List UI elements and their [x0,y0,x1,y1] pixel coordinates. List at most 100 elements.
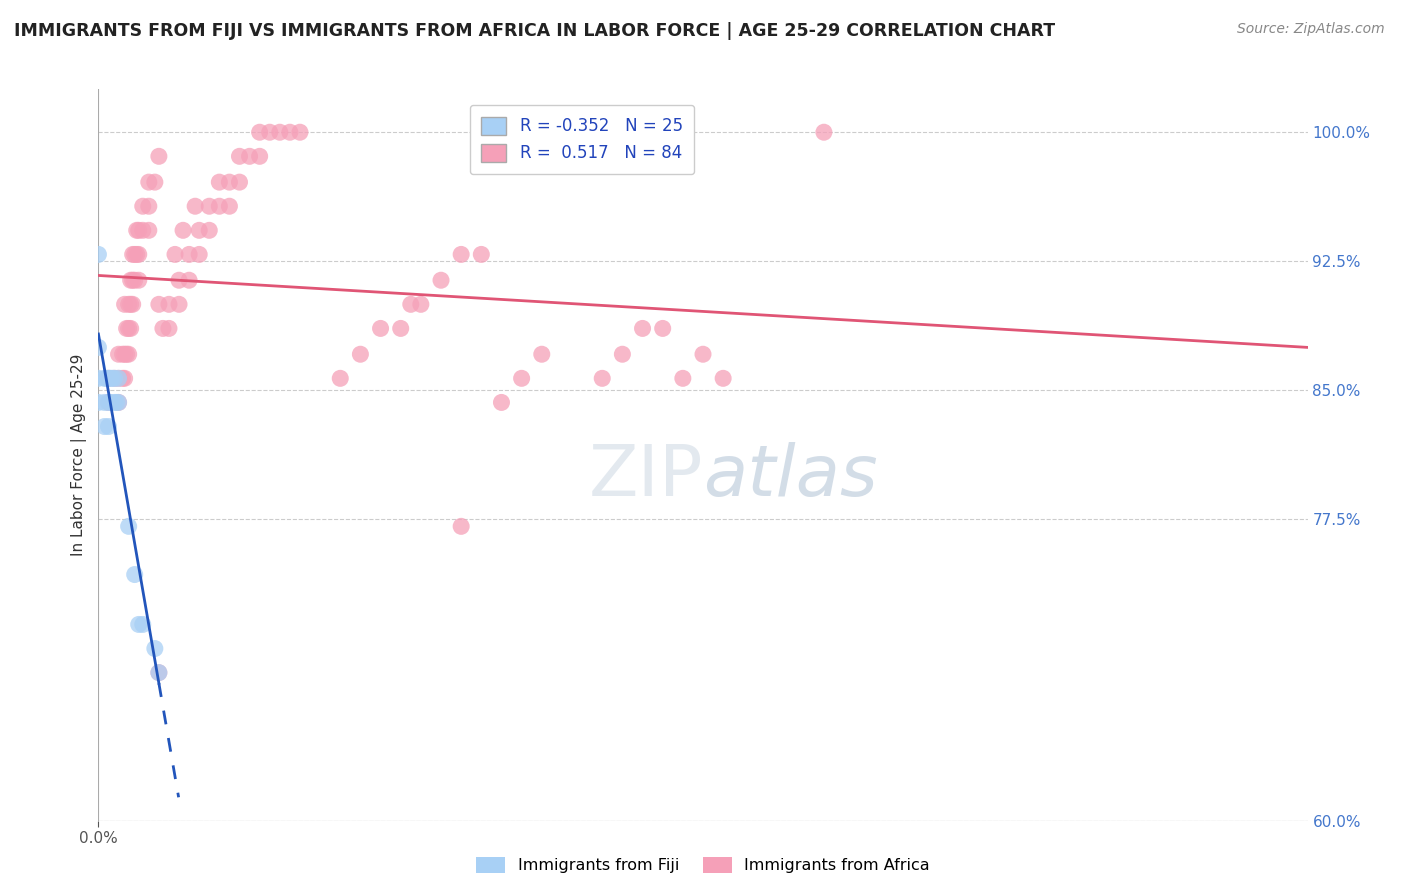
Point [208,199,231,213]
Point [148,665,170,680]
Point [163,247,186,261]
Point [138,223,160,237]
Point [87,371,110,385]
Point [125,223,148,237]
Point [692,347,714,361]
Point [107,395,129,409]
Point [87,247,110,261]
Point [124,567,146,582]
Point [124,247,146,261]
Point [124,273,146,287]
Point [105,395,128,409]
Point [409,297,432,311]
Point [278,125,301,139]
Point [329,371,352,385]
Point [349,347,371,361]
Point [107,395,129,409]
Point [157,297,180,311]
Point [249,149,271,163]
Point [430,273,453,287]
Point [631,321,654,335]
Point [143,175,166,189]
Point [259,125,281,139]
Point [132,199,155,213]
Point [148,297,170,311]
Point [470,247,492,261]
Point [711,371,734,385]
Point [97,371,120,385]
Point [96,371,118,385]
Point [188,247,211,261]
Point [128,247,150,261]
Point [530,347,553,361]
Point [118,321,141,335]
Point [103,371,125,385]
Point [450,247,472,261]
Point [138,199,160,213]
Point [97,371,120,385]
Point [218,175,240,189]
Point [114,297,136,311]
Point [93,419,115,434]
Point [125,247,148,261]
Point [813,125,835,139]
Point [198,199,221,213]
Point [132,617,155,632]
Text: IMMIGRANTS FROM FIJI VS IMMIGRANTS FROM AFRICA IN LABOR FORCE | AGE 25-29 CORREL: IMMIGRANTS FROM FIJI VS IMMIGRANTS FROM … [14,22,1054,40]
Point [148,149,170,163]
Point [143,641,166,656]
Point [118,347,141,361]
Point [111,347,134,361]
Point [157,321,180,335]
Point [491,395,513,409]
Point [97,395,120,409]
Point [132,223,155,237]
Point [107,371,129,385]
Text: Source: ZipAtlas.com: Source: ZipAtlas.com [1237,22,1385,37]
Point [128,273,150,287]
Point [228,175,250,189]
Point [198,223,221,237]
Legend: Immigrants from Fiji, Immigrants from Africa: Immigrants from Fiji, Immigrants from Af… [470,850,936,880]
Point [115,347,138,361]
Point [249,125,271,139]
Point [111,371,134,385]
Point [120,321,142,335]
Point [228,149,250,163]
Point [107,347,129,361]
Point [120,273,142,287]
Point [218,199,240,213]
Point [118,519,141,533]
Point [107,371,129,385]
Point [97,395,120,409]
Point [450,519,472,533]
Point [167,297,190,311]
Point [97,419,120,434]
Point [121,297,143,311]
Point [128,617,150,632]
Point [87,340,110,354]
Point [138,175,160,189]
Point [179,247,201,261]
Point [121,273,143,287]
Point [370,321,392,335]
Point [128,223,150,237]
Point [208,175,231,189]
Point [288,125,311,139]
Point [103,371,125,385]
Point [101,371,124,385]
Point [118,297,141,311]
Point [510,371,533,385]
Point [100,395,122,409]
Point [612,347,634,361]
Point [672,371,695,385]
Legend: R = -0.352   N = 25, R =  0.517   N = 84: R = -0.352 N = 25, R = 0.517 N = 84 [470,105,695,174]
Point [188,223,211,237]
Point [172,223,194,237]
Point [87,395,110,409]
Point [93,371,115,385]
Point [651,321,673,335]
Point [179,273,201,287]
Point [239,149,262,163]
Point [184,199,207,213]
